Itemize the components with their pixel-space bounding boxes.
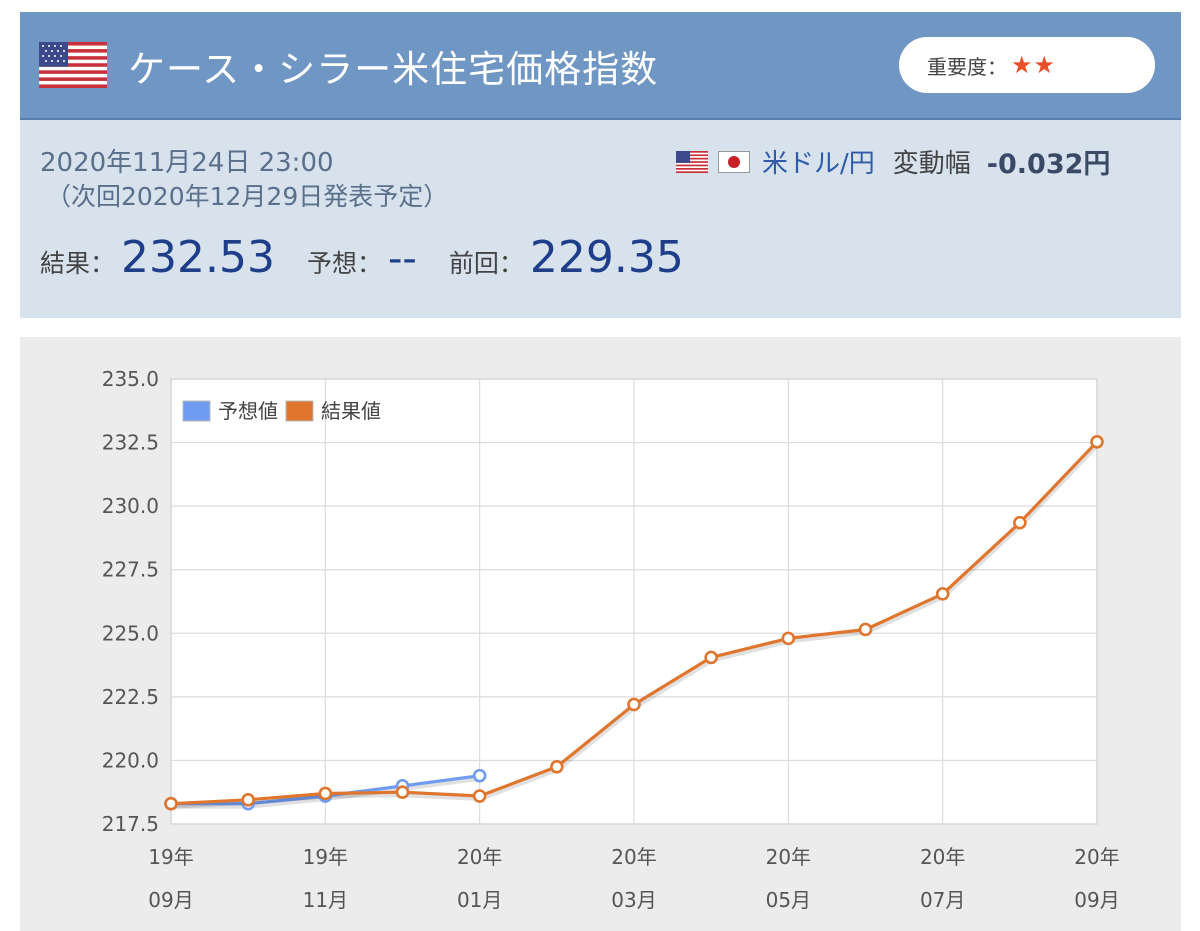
y-tick-label: 217.5 bbox=[102, 812, 159, 836]
results-row: 結果： 232.53 予想： -- 前回： 229.35 bbox=[40, 232, 684, 283]
x-tick-year: 20年 bbox=[611, 845, 656, 869]
indicator-header: ケース・シラー米住宅価格指数 重要度： ★★ bbox=[20, 12, 1181, 120]
actual-point bbox=[935, 587, 950, 601]
y-tick-label: 235.0 bbox=[102, 367, 159, 391]
previous-value: 229.35 bbox=[529, 232, 684, 283]
y-tick-label: 222.5 bbox=[102, 685, 159, 709]
x-tick-year: 20年 bbox=[920, 845, 965, 869]
chart-panel: 235.0 232.5 230.0 227.5 225.0 222.5 220.0 217.5… bbox=[20, 337, 1181, 931]
y-tick-label: 232.5 bbox=[102, 431, 159, 455]
y-tick-label: 227.5 bbox=[102, 558, 159, 582]
x-tick-month: 09月 bbox=[1074, 888, 1119, 912]
line-chart: 235.0 232.5 230.0 227.5 225.0 222.5 220.0 217.5… bbox=[102, 367, 1120, 912]
japan-flag-icon bbox=[718, 150, 750, 173]
us-flag-icon bbox=[39, 42, 107, 88]
indicator-title: ケース・シラー米住宅価格指数 bbox=[128, 48, 659, 91]
actual-point bbox=[164, 796, 178, 811]
forecast-value: -- bbox=[388, 236, 417, 282]
next-release-date: （次回2020年12月29日発表予定） bbox=[46, 182, 449, 211]
range-value: -0.032円 bbox=[986, 149, 1111, 180]
actual-point bbox=[627, 697, 641, 712]
us-flag-icon bbox=[676, 150, 708, 173]
actual-point bbox=[550, 759, 564, 774]
actual-point bbox=[472, 789, 487, 803]
actual-point bbox=[1090, 435, 1104, 449]
y-tick-label: 225.0 bbox=[102, 621, 159, 645]
result-value: 232.53 bbox=[121, 232, 275, 283]
x-tick-month: 11月 bbox=[303, 888, 348, 912]
currency-pair-box: 米ドル/円 変動幅 -0.032円 bbox=[676, 142, 1110, 181]
forecast-point bbox=[472, 768, 487, 783]
actual-point bbox=[241, 793, 255, 807]
y-tick-label: 220.0 bbox=[102, 748, 159, 772]
x-tick-year: 20年 bbox=[1074, 845, 1119, 869]
actual-point bbox=[704, 650, 718, 665]
x-tick-year: 20年 bbox=[457, 845, 502, 869]
release-datetime: 2020年11月24日 23:00 bbox=[40, 148, 334, 178]
x-tick-month: 09月 bbox=[148, 888, 193, 912]
currency-pair-link[interactable]: 米ドル/円 bbox=[762, 149, 875, 179]
x-tick-month: 03月 bbox=[611, 888, 656, 912]
actual-point bbox=[395, 785, 410, 800]
actual-point bbox=[318, 786, 333, 801]
importance-label: 重要度： bbox=[927, 54, 1007, 79]
x-tick-year: 19年 bbox=[303, 845, 348, 869]
indicator-info-panel: 2020年11月24日 23:00 （次回2020年12月29日発表予定） 米ド… bbox=[20, 120, 1181, 318]
legend-label-actual: 結果値 bbox=[321, 399, 381, 423]
legend-label-forecast: 予想値 bbox=[218, 399, 278, 423]
actual-point bbox=[858, 622, 873, 637]
legend-swatch-actual bbox=[285, 400, 314, 422]
y-tick-label: 230.0 bbox=[102, 494, 159, 518]
actual-point bbox=[1013, 515, 1027, 530]
x-tick-month: 07月 bbox=[920, 888, 965, 912]
actual-point bbox=[781, 631, 796, 646]
result-label: 結果： bbox=[40, 249, 116, 278]
forecast-label: 予想： bbox=[306, 249, 382, 278]
x-tick-month: 05月 bbox=[766, 888, 811, 912]
range-label: 変動幅 bbox=[892, 149, 971, 179]
x-tick-year: 20年 bbox=[766, 845, 811, 869]
x-tick-month: 01月 bbox=[457, 888, 502, 912]
previous-label: 前回： bbox=[448, 249, 524, 278]
x-tick-year: 19年 bbox=[148, 845, 193, 869]
legend-swatch-forecast bbox=[182, 400, 211, 422]
importance-stars: ★★ bbox=[1011, 51, 1057, 79]
importance-badge: 重要度： ★★ bbox=[899, 37, 1155, 93]
